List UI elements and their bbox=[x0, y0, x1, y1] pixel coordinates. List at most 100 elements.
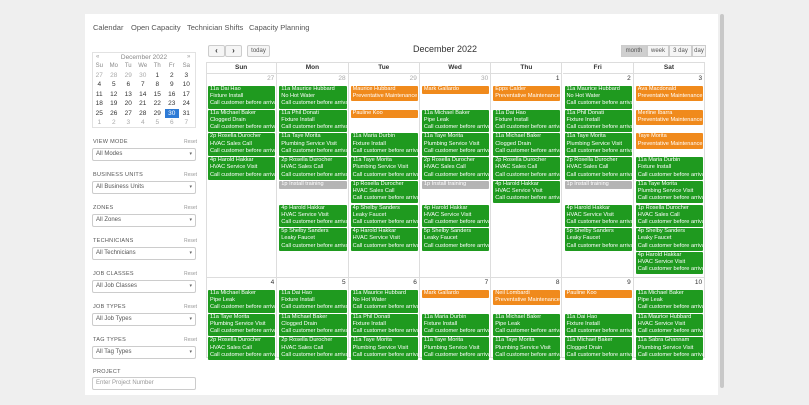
mini-day[interactable]: 21 bbox=[139, 100, 147, 108]
event[interactable]: Pauline Koo bbox=[350, 109, 418, 118]
mini-day[interactable]: 7 bbox=[140, 81, 145, 89]
event[interactable]: Maurice Hubbard Preventative Maintenance … bbox=[350, 86, 418, 102]
filter-reset[interactable]: Reset bbox=[184, 304, 198, 310]
event[interactable]: Mark Gallardo bbox=[421, 290, 490, 299]
mini-day[interactable]: 28 bbox=[110, 72, 118, 79]
event[interactable]: 11a Phil Donati Fixture Install Call custo… bbox=[564, 109, 632, 133]
mini-day[interactable]: 6 bbox=[126, 81, 131, 89]
event[interactable]: 1p Install training bbox=[421, 180, 490, 189]
project-input[interactable]: Enter Project Number bbox=[92, 377, 196, 390]
event[interactable]: 11a Michael Baker Pipe Leak Call customer … bbox=[493, 313, 561, 337]
filter-reset[interactable]: Reset bbox=[184, 271, 198, 277]
mini-day[interactable]: 25 bbox=[95, 109, 103, 117]
view-button[interactable]: 3 day bbox=[669, 45, 692, 57]
event[interactable]: 11a Michael Baker Pipe Leak Call customer … bbox=[421, 109, 490, 133]
mini-next[interactable]: » bbox=[187, 54, 191, 60]
filter-select[interactable]: All Modes ▾ bbox=[92, 148, 196, 161]
mini-day[interactable]: 28 bbox=[139, 109, 147, 117]
mini-day[interactable]: 30 bbox=[139, 72, 147, 79]
event[interactable]: 11a Michael Baker Pipe Leak Call customer … bbox=[635, 290, 704, 313]
mini-day[interactable]: 12 bbox=[110, 90, 118, 98]
event[interactable]: 11a Michael Baker Clogged Drain Call custo… bbox=[564, 337, 632, 360]
event[interactable]: 11a Maurice Hubbard HVAC Service Visit Cal… bbox=[635, 313, 704, 337]
event[interactable]: 11a Maria Durbin Fixture Install Call cust… bbox=[635, 157, 704, 180]
filter-reset[interactable]: Reset bbox=[184, 238, 198, 244]
mini-day[interactable]: 31 bbox=[182, 109, 190, 117]
mini-day[interactable]: 5 bbox=[111, 81, 116, 89]
event[interactable]: 4p Harold Hakkar HVAC Service Visit Call c… bbox=[564, 204, 632, 228]
tab[interactable]: Technician Shifts bbox=[187, 23, 244, 32]
filter-select[interactable]: All Zones ▾ bbox=[92, 214, 196, 227]
event[interactable]: 4p Shelby Sanders Leaky Faucet Call custom… bbox=[350, 204, 418, 228]
scrollbar[interactable] bbox=[720, 14, 724, 388]
mini-day[interactable]: 1 bbox=[155, 72, 160, 79]
event[interactable]: 2p Rosella Durocher HVAC Sales Call Call c… bbox=[208, 337, 276, 360]
event[interactable]: 11a Maria Durbin Fixture Install Call cust… bbox=[350, 133, 418, 156]
event[interactable]: 4p Shelby Sanders Leaky Faucet Call custom… bbox=[635, 228, 704, 251]
view-button[interactable]: day bbox=[692, 45, 706, 57]
mini-day[interactable]: 19 bbox=[110, 100, 118, 108]
filter-reset[interactable]: Reset bbox=[184, 172, 198, 178]
tab[interactable]: Open Capacity bbox=[131, 23, 181, 32]
event[interactable]: 2p Rosella Durocher HVAC Sales Call Call c… bbox=[279, 157, 347, 180]
event[interactable]: 11a Dai Hao Fixture Install Call customer … bbox=[208, 86, 276, 109]
mini-day[interactable]: 8 bbox=[155, 81, 160, 89]
event[interactable]: 1p Rosella Durocher HVAC Sales Call Call c… bbox=[350, 180, 418, 204]
event[interactable]: 11a Taye Morita Plumbing Service Visit Cal… bbox=[421, 133, 490, 156]
mini-day[interactable]: 18 bbox=[95, 100, 103, 108]
event[interactable]: 4p Harold Hakkar HVAC Service Visit Call c… bbox=[635, 251, 704, 275]
event[interactable]: 4p Harold Hakkar HVAC Service Visit Call c… bbox=[279, 204, 347, 228]
event[interactable]: 11a Taye Morita Plumbing Service Visit Cal… bbox=[564, 133, 632, 156]
mini-prev[interactable]: « bbox=[96, 54, 100, 60]
event[interactable]: 5p Shelby Sanders Leaky Faucet Call custom… bbox=[279, 228, 347, 251]
mini-day[interactable]: 3 bbox=[184, 72, 189, 79]
event[interactable]: 11a Taye Morita Plumbing Service Visit Cal… bbox=[493, 337, 561, 360]
event[interactable]: 2p Rosella Durocher HVAC Sales Call Call c… bbox=[279, 337, 347, 360]
mini-day[interactable]: 10 bbox=[182, 81, 190, 89]
mini-day[interactable]: 23 bbox=[168, 100, 176, 108]
event[interactable]: 11a Taye Morita Plumbing Service Visit Cal… bbox=[350, 337, 418, 360]
filter-select[interactable]: All Job Types ▾ bbox=[92, 313, 196, 326]
event[interactable]: 11a Taye Morita Plumbing Service Visit Cal… bbox=[208, 313, 276, 337]
filter-reset[interactable]: Reset bbox=[184, 139, 198, 145]
mini-day[interactable]: 24 bbox=[182, 100, 190, 108]
mini-day[interactable]: 13 bbox=[124, 90, 132, 98]
event[interactable]: 2p Rosella Durocher HVAC Sales Call Call c… bbox=[493, 157, 561, 180]
event[interactable]: 4p Harold Hakkar HVAC Service Visit Call c… bbox=[350, 228, 418, 251]
event[interactable]: 11a Taye Morita Plumbing Service Visit Cal… bbox=[279, 133, 347, 156]
event[interactable]: 11a Dai Hao Fixture Install Call customer … bbox=[279, 290, 347, 313]
event[interactable]: 11a Dai Hao Fixture Install Call customer … bbox=[493, 109, 561, 133]
event[interactable]: 11a Phil Donati Fixture Install Call custo… bbox=[350, 313, 418, 337]
filter-select[interactable]: All Technicians ▾ bbox=[92, 247, 196, 260]
mini-day[interactable]: 17 bbox=[182, 90, 190, 98]
event[interactable]: 1p Rosella Durocher HVAC Sales Call Call c… bbox=[635, 204, 704, 228]
view-button[interactable]: week bbox=[647, 45, 669, 57]
filter-reset[interactable]: Reset bbox=[184, 337, 198, 343]
event[interactable]: 2p Rosella Durocher HVAC Sales Call Call c… bbox=[564, 157, 632, 180]
mini-day[interactable]: 2 bbox=[111, 119, 116, 126]
event[interactable]: 11a Sabra Ghannam Plumbing Service Visit C… bbox=[635, 337, 704, 360]
filter-reset[interactable]: Reset bbox=[184, 205, 198, 211]
filter-select[interactable]: All Job Classes ▾ bbox=[92, 280, 196, 293]
event[interactable]: 5p Shelby Sanders Leaky Faucet Call custom… bbox=[564, 228, 632, 251]
event[interactable]: 11a Phil Donati Fixture Install Call custo… bbox=[279, 109, 347, 133]
mini-day[interactable]: 26 bbox=[110, 109, 118, 117]
mini-day[interactable]: 22 bbox=[153, 100, 161, 108]
event[interactable]: 2p Rosella Durocher HVAC Sales Call Call c… bbox=[421, 157, 490, 180]
tab[interactable]: Calendar bbox=[93, 23, 124, 32]
mini-day[interactable]: 11 bbox=[95, 90, 103, 98]
event[interactable]: 11a Taye Morita Plumbing Service Visit Cal… bbox=[421, 337, 490, 360]
tab[interactable]: Capacity Planning bbox=[249, 23, 310, 32]
mini-day[interactable]: 3 bbox=[126, 119, 131, 126]
event[interactable]: Pauline Koo bbox=[564, 290, 632, 299]
mini-day[interactable]: 4 bbox=[140, 119, 145, 126]
event[interactable]: 11a Dai Hao Fixture Install Call customer … bbox=[564, 313, 632, 337]
event[interactable]: 11a Maurice Hubbard No Hot Water Call cust… bbox=[350, 290, 418, 313]
mini-day[interactable]: 27 bbox=[95, 72, 103, 79]
event[interactable]: 11a Maurice Hubbard No Hot Water Call cust… bbox=[279, 86, 347, 109]
mini-day[interactable]: 5 bbox=[155, 119, 160, 126]
